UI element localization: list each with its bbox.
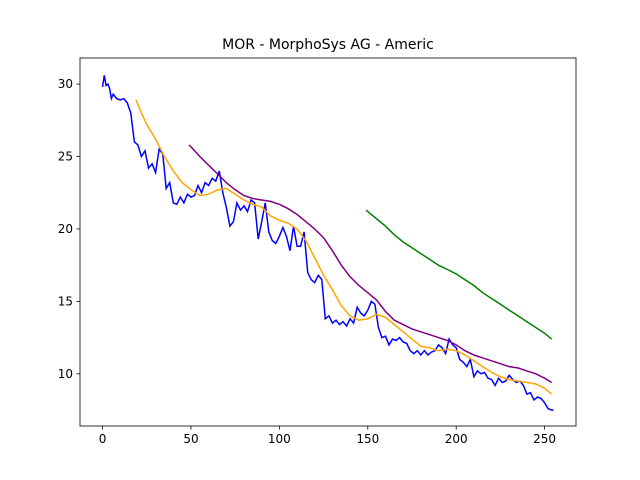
y-tick-label: 25 [58, 150, 73, 164]
x-tick-label: 50 [183, 432, 198, 446]
x-tick-label: 250 [533, 432, 556, 446]
y-tick-label: 20 [58, 222, 73, 236]
x-tick-label: 0 [99, 432, 107, 446]
x-tick-label: 200 [445, 432, 468, 446]
price-line [135, 99, 553, 395]
y-tick-label: 15 [58, 294, 73, 308]
price-line [365, 209, 553, 340]
x-tick-label: 150 [356, 432, 379, 446]
x-tick-label: 100 [268, 432, 291, 446]
plot-frame [79, 57, 577, 427]
price-line [188, 144, 553, 384]
price-line [101, 75, 554, 411]
chart-title: MOR - MorphoSys AG - Americ [222, 37, 434, 53]
y-tick-label: 30 [58, 77, 73, 91]
y-tick-label: 10 [58, 367, 73, 381]
